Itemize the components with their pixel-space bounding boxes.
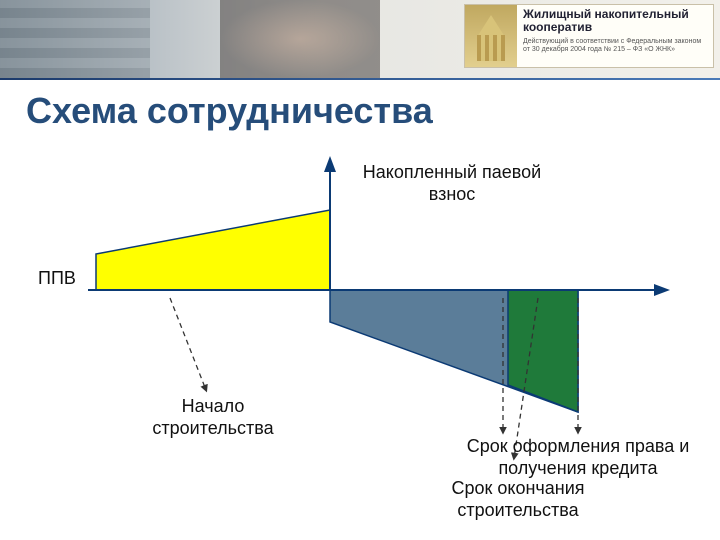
- header-underline: [0, 78, 720, 80]
- label-end: Срок окончания строительства: [408, 478, 628, 521]
- org-logo-icon: [465, 5, 517, 67]
- org-badge-text: Жилищный накопительный кооператив Действ…: [517, 5, 713, 67]
- label-rights: Срок оформления права и получения кредит…: [460, 436, 696, 479]
- label-start: Начало строительства: [128, 396, 298, 439]
- dash-start: [170, 298, 206, 390]
- org-subtitle: Действующий в соответствии с Федеральным…: [523, 38, 707, 54]
- label-accumulated: Накопленный паевой взнос: [342, 162, 562, 205]
- region-green: [508, 290, 578, 412]
- org-title: Жилищный накопительный кооператив: [523, 8, 707, 34]
- diagram: ППВ Накопленный паевой взнос Начало стро…: [38, 152, 678, 512]
- header-banner: Жилищный накопительный кооператив Действ…: [0, 0, 720, 78]
- page-title: Схема сотрудничества: [26, 90, 433, 132]
- org-badge: Жилищный накопительный кооператив Действ…: [464, 4, 714, 68]
- slide: Жилищный накопительный кооператив Действ…: [0, 0, 720, 540]
- header-photo-people: [220, 0, 380, 78]
- header-photo-building: [0, 0, 150, 78]
- region-yellow: [96, 210, 330, 290]
- label-ppv: ППВ: [38, 268, 94, 290]
